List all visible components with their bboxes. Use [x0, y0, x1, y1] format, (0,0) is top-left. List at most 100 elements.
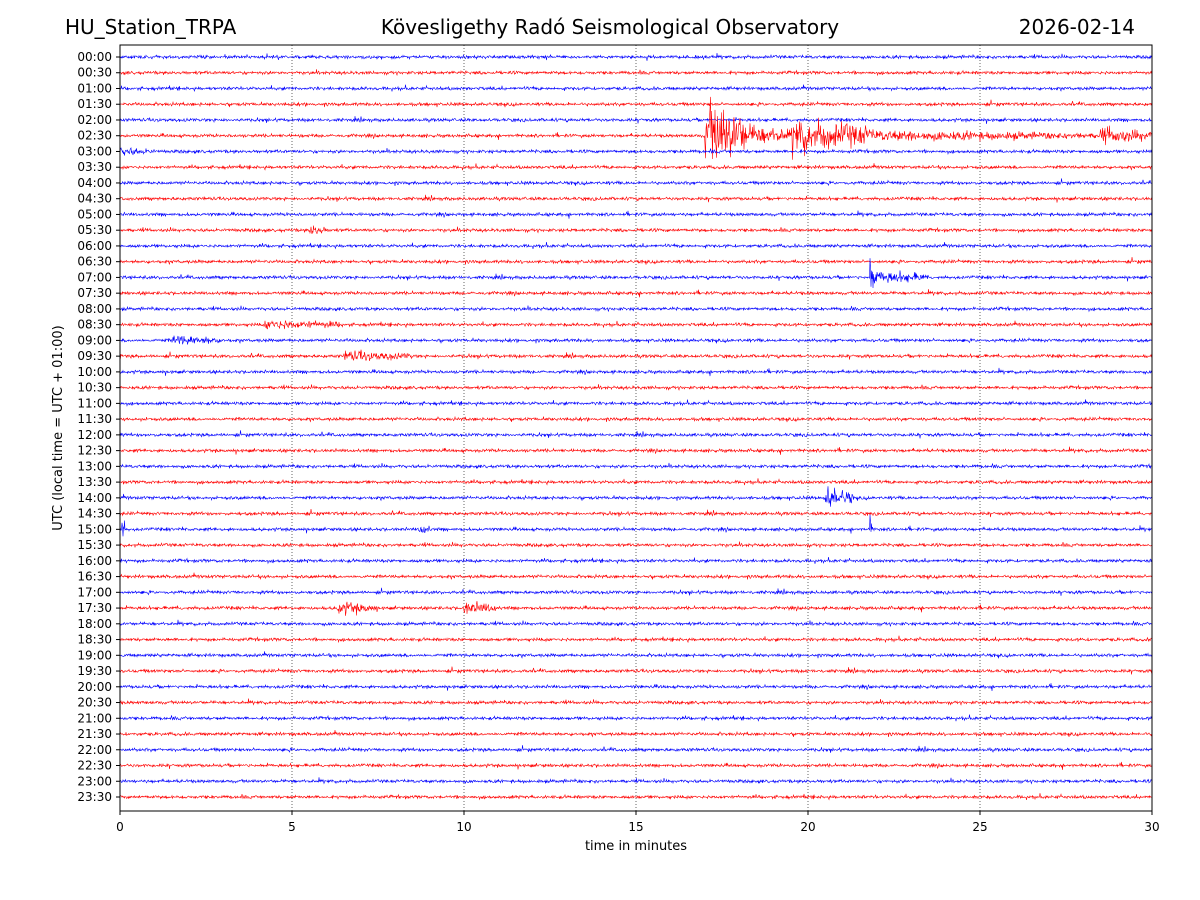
- trace-2300: [119, 777, 1153, 785]
- y-tick-label: 16:30: [77, 570, 112, 584]
- trace-1700: [119, 587, 1153, 596]
- y-tick-label: 08:30: [77, 318, 112, 332]
- y-tick-label: 10:30: [77, 381, 112, 395]
- y-tick-label: 15:00: [77, 522, 112, 536]
- trace-0900: [119, 335, 1153, 345]
- y-tick-label: 00:00: [77, 50, 112, 64]
- y-tick-label: 12:30: [77, 444, 112, 458]
- y-tick-label: 02:30: [77, 129, 112, 143]
- y-tick-label: 07:30: [77, 286, 112, 300]
- y-tick-label: 11:00: [77, 396, 112, 410]
- y-tick-label: 21:00: [77, 711, 112, 725]
- x-tick-label: 20: [800, 820, 815, 834]
- trace-1600: [119, 556, 1153, 565]
- trace-1400: [119, 486, 1153, 507]
- trace-0830: [119, 320, 1153, 330]
- y-tick-label: 05:30: [77, 223, 112, 237]
- trace-2100: [119, 714, 1153, 722]
- trace-2330: [119, 793, 1153, 801]
- trace-1030: [119, 384, 1153, 391]
- trace-0600: [119, 241, 1153, 250]
- y-tick-label: 03:30: [77, 160, 112, 174]
- trace-1000: [119, 367, 1153, 377]
- trace-1330: [119, 478, 1153, 486]
- trace-0430: [119, 194, 1153, 203]
- trace-0030: [119, 69, 1153, 77]
- trace-0730: [119, 289, 1153, 298]
- y-tick-label: 05:00: [77, 207, 112, 221]
- trace-1930: [119, 666, 1153, 675]
- trace-0930: [119, 349, 1153, 362]
- y-tick-label: 00:30: [77, 66, 112, 80]
- trace-0300: [119, 147, 1153, 156]
- y-tick-label: 06:00: [77, 239, 112, 253]
- trace-1200: [119, 430, 1153, 439]
- y-tick-label: 11:30: [77, 412, 112, 426]
- trace-0530: [119, 225, 1153, 234]
- trace-0800: [119, 305, 1153, 313]
- x-tick-label: 10: [456, 820, 471, 834]
- station-name: HU_Station_TRPA: [65, 15, 237, 39]
- y-tick-label: 20:30: [77, 696, 112, 710]
- trace-0330: [119, 163, 1153, 171]
- trace-1730: [119, 601, 1153, 616]
- y-tick-label: 14:00: [77, 491, 112, 505]
- trace-2030: [119, 698, 1153, 706]
- x-tick-label: 5: [288, 820, 296, 834]
- trace-2230: [119, 761, 1153, 770]
- y-tick-label: 15:30: [77, 538, 112, 552]
- chart-title: Kövesligethy Radó Seismological Observat…: [380, 15, 840, 39]
- trace-0000: [120, 52, 1153, 61]
- y-tick-label: 16:00: [77, 554, 112, 568]
- y-tick-label: 22:00: [77, 743, 112, 757]
- trace-0200: [119, 116, 1153, 124]
- y-tick-label: 03:00: [77, 144, 112, 158]
- y-tick-label: 07:00: [77, 270, 112, 284]
- y-tick-label: 20:00: [77, 680, 112, 694]
- y-tick-label: 12:00: [77, 428, 112, 442]
- trace-0130: [119, 99, 1153, 108]
- y-tick-label: 19:30: [77, 664, 112, 678]
- y-tick-label: 04:30: [77, 192, 112, 206]
- y-tick-label: 13:30: [77, 475, 112, 489]
- trace-0700: [119, 258, 1153, 289]
- y-tick-label: 01:30: [77, 97, 112, 111]
- x-tick-label: 25: [972, 820, 987, 834]
- y-tick-label: 18:30: [77, 633, 112, 647]
- x-tick-label: 30: [1144, 820, 1159, 834]
- y-tick-label: 04:00: [77, 176, 112, 190]
- y-axis-label: UTC (local time = UTC + 01:00): [51, 325, 66, 530]
- trace-1300: [120, 462, 1153, 470]
- y-tick-label: 14:30: [77, 507, 112, 521]
- y-tick-label: 09:30: [77, 349, 112, 363]
- trace-0400: [119, 178, 1153, 187]
- x-tick-label: 15: [628, 820, 643, 834]
- trace-1800: [119, 619, 1153, 628]
- x-tick-label: 0: [116, 820, 124, 834]
- chart-date: 2026-02-14: [1018, 15, 1135, 39]
- trace-1100: [119, 399, 1153, 407]
- trace-1430: [119, 508, 1153, 518]
- trace-2000: [119, 683, 1153, 692]
- y-tick-label: 06:30: [77, 255, 112, 269]
- y-tick-label: 22:30: [77, 759, 112, 773]
- trace-2200: [119, 745, 1153, 753]
- y-tick-label: 02:00: [77, 113, 112, 127]
- y-tick-label: 19:00: [77, 648, 112, 662]
- y-tick-label: 17:30: [77, 601, 112, 615]
- x-axis-label: time in minutes: [585, 839, 687, 854]
- trace-0230: [119, 96, 1153, 160]
- trace-2130: [119, 729, 1153, 738]
- y-tick-label: 01:00: [77, 81, 112, 95]
- trace-1630: [119, 572, 1153, 580]
- trace-1830: [119, 635, 1153, 644]
- y-tick-label: 23:00: [77, 774, 112, 788]
- trace-0500: [119, 210, 1153, 219]
- trace-0100: [119, 84, 1152, 93]
- trace-1230: [119, 446, 1153, 455]
- y-tick-label: 21:30: [77, 727, 112, 741]
- trace-0630: [119, 257, 1153, 265]
- y-tick-label: 18:00: [77, 617, 112, 631]
- y-tick-label: 23:30: [77, 790, 112, 804]
